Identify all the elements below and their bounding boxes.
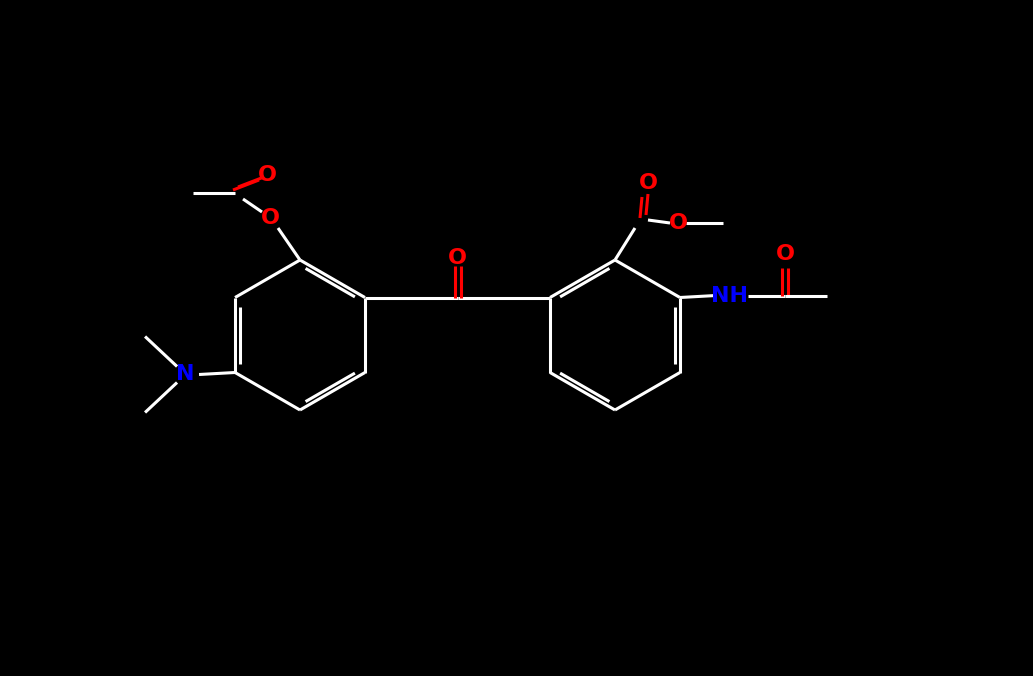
Text: O: O <box>638 173 657 193</box>
Text: N: N <box>176 364 194 385</box>
Text: O: O <box>776 243 794 264</box>
Text: O: O <box>260 208 280 228</box>
Text: NH: NH <box>712 285 749 306</box>
Text: O: O <box>668 213 688 233</box>
Text: O: O <box>257 165 277 185</box>
Text: O: O <box>448 247 467 268</box>
